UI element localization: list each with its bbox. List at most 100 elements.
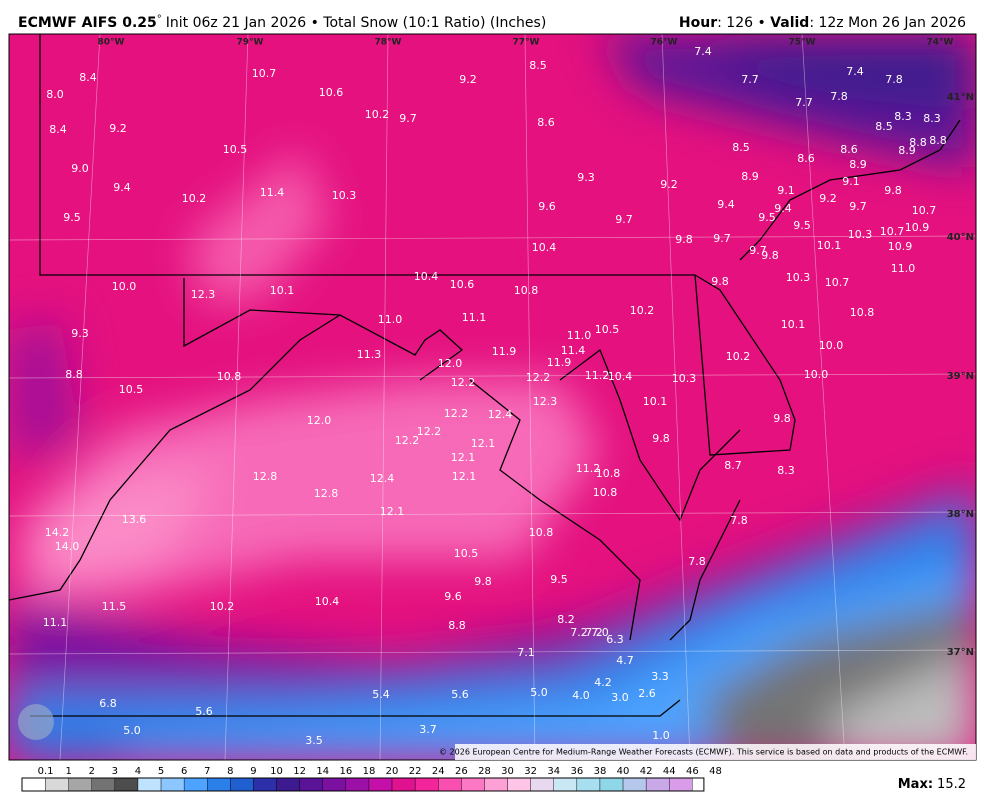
snow-total-label: 10.2 — [182, 192, 207, 205]
snow-total-label: 10.4 — [532, 241, 557, 254]
colorbar-cell — [645, 777, 670, 792]
snow-total-label: 1.0 — [652, 729, 670, 742]
snow-total-label: 8.5 — [875, 120, 893, 133]
snow-total-label: 5.4 — [372, 688, 390, 701]
hour-label: Hour — [679, 15, 717, 31]
snow-total-label: 10.8 — [514, 284, 539, 297]
model-name: ECMWF AIFS 0.25 — [18, 15, 157, 31]
header-title: ECMWF AIFS 0.25° Init 06z 21 Jan 2026 • T… — [18, 14, 546, 31]
colorbar-cell — [21, 777, 46, 792]
colorbar-cell — [345, 777, 370, 792]
colorbar-cell — [253, 777, 277, 792]
snow-total-label: 9.2 — [819, 192, 837, 205]
snow-total-label: 14.0 — [55, 540, 80, 553]
snow-total-label: 7.2 — [570, 626, 588, 639]
copyright: © 2026 European Centre for Medium-Range … — [439, 748, 968, 757]
snow-total-label: 7.8 — [830, 90, 848, 103]
snow-total-label: 10.6 — [319, 86, 344, 99]
snow-total-label: 8.6 — [797, 152, 815, 165]
snow-total-label: 12.0 — [438, 357, 463, 370]
snow-total-label: 9.2 — [459, 73, 477, 86]
colorbar-tick: 3 — [112, 766, 118, 777]
snow-total-label: 9.4 — [113, 181, 131, 194]
snow-total-label: 10.4 — [315, 595, 340, 608]
colorbar-tick: 36 — [570, 766, 583, 777]
snow-total-label: 9.8 — [761, 249, 779, 262]
colorbar-tick: 42 — [640, 766, 653, 777]
colorbar-cell — [622, 777, 647, 792]
colorbar-tick: 9 — [250, 766, 256, 777]
snow-total-label: 9.3 — [577, 171, 595, 184]
colorbar-tick: 2 — [89, 766, 95, 777]
latitude-label: 37°N — [947, 647, 974, 658]
colorbar-tick: 22 — [409, 766, 422, 777]
colorbar-tick: 28 — [478, 766, 491, 777]
snow-total-label: 4.0 — [572, 689, 590, 702]
colorbar-tick: 40 — [617, 766, 630, 777]
snow-total-label: 11.2 — [585, 369, 610, 382]
colorbar-tick: 24 — [432, 766, 445, 777]
degree: ° — [157, 14, 162, 25]
colorbar-cell — [137, 777, 162, 792]
longitude-label: 75°W — [789, 38, 816, 48]
colorbar-cell — [669, 777, 693, 792]
snow-total-label: 9.1 — [842, 175, 860, 188]
colorbar-tick: 7 — [204, 766, 210, 777]
snow-total-label: 12.2 — [417, 425, 442, 438]
snow-total-label: 11.4 — [260, 186, 285, 199]
snow-total-label: 12.1 — [471, 437, 496, 450]
snow-total-label: 12.1 — [380, 505, 405, 518]
snow-total-label: 9.3 — [71, 327, 89, 340]
snow-total-label: 12.2 — [451, 376, 476, 389]
snow-total-label: 7.8 — [885, 73, 903, 86]
colorbar-tick: 32 — [524, 766, 537, 777]
colorbar-cell — [230, 777, 254, 792]
snow-total-label: 9.1 — [777, 184, 795, 197]
snow-total-label: 4.7 — [616, 654, 634, 667]
snow-total-label: 7.7 — [795, 96, 813, 109]
colorbar-cell — [276, 777, 300, 792]
snow-total-label: 11.0 — [378, 313, 403, 326]
latitude-label: 38°N — [947, 509, 974, 520]
longitude-label: 76°W — [651, 38, 678, 48]
snow-total-label: 9.5 — [758, 211, 776, 224]
copyright-box — [455, 744, 976, 760]
latitude-label: 39°N — [947, 371, 974, 382]
snow-total-label: 10.5 — [595, 323, 620, 336]
latitude-label: 41°N — [947, 92, 974, 103]
snow-total-label: 10.1 — [817, 239, 842, 252]
colorbar-cell — [438, 777, 462, 792]
snow-total-label: 10.3 — [848, 228, 873, 241]
colorbar-tick: 48 — [709, 766, 722, 777]
header-valid: Hour: 126 • Valid: 12z Mon 26 Jan 2026 — [679, 15, 966, 31]
snow-total-label: 11.1 — [43, 616, 68, 629]
snow-total-label: 8.9 — [849, 158, 867, 171]
snow-total-label: 11.0 — [567, 329, 592, 342]
hour-value: : 126 • — [717, 15, 770, 31]
colorbar-tick: 34 — [547, 766, 560, 777]
snow-total-label: 10.6 — [450, 278, 475, 291]
snow-total-label: 9.2 — [660, 178, 678, 191]
snow-total-label: 10.7 — [252, 67, 277, 80]
colorbar-tick: 14 — [316, 766, 329, 777]
snow-total-label: 10.9 — [905, 221, 930, 234]
snow-total-label: 10.4 — [414, 270, 439, 283]
colorbar-cell — [183, 777, 208, 792]
snow-total-label: 12.3 — [191, 288, 216, 301]
colorbar-cell — [461, 777, 485, 792]
snow-total-label: 3.7 — [419, 723, 437, 736]
snow-total-label: 9.8 — [773, 412, 791, 425]
snow-total-label: 10.9 — [888, 240, 913, 253]
longitude-label: 74°W — [927, 38, 954, 48]
colorbar-cell — [484, 777, 508, 792]
snow-total-label: 8.9 — [741, 170, 759, 183]
snow-total-label: 7.8 — [730, 514, 748, 527]
snow-total-label: 6.3 — [606, 633, 624, 646]
snow-total-label: 11.9 — [547, 356, 572, 369]
snow-total-label: 13.6 — [122, 513, 147, 526]
snow-total-label: 12.2 — [444, 407, 469, 420]
snow-total-label: 10.2 — [630, 304, 655, 317]
snow-total-label: 11.9 — [492, 345, 517, 358]
snow-total-label: 10.3 — [786, 271, 811, 284]
colorbar-tick: 46 — [686, 766, 699, 777]
